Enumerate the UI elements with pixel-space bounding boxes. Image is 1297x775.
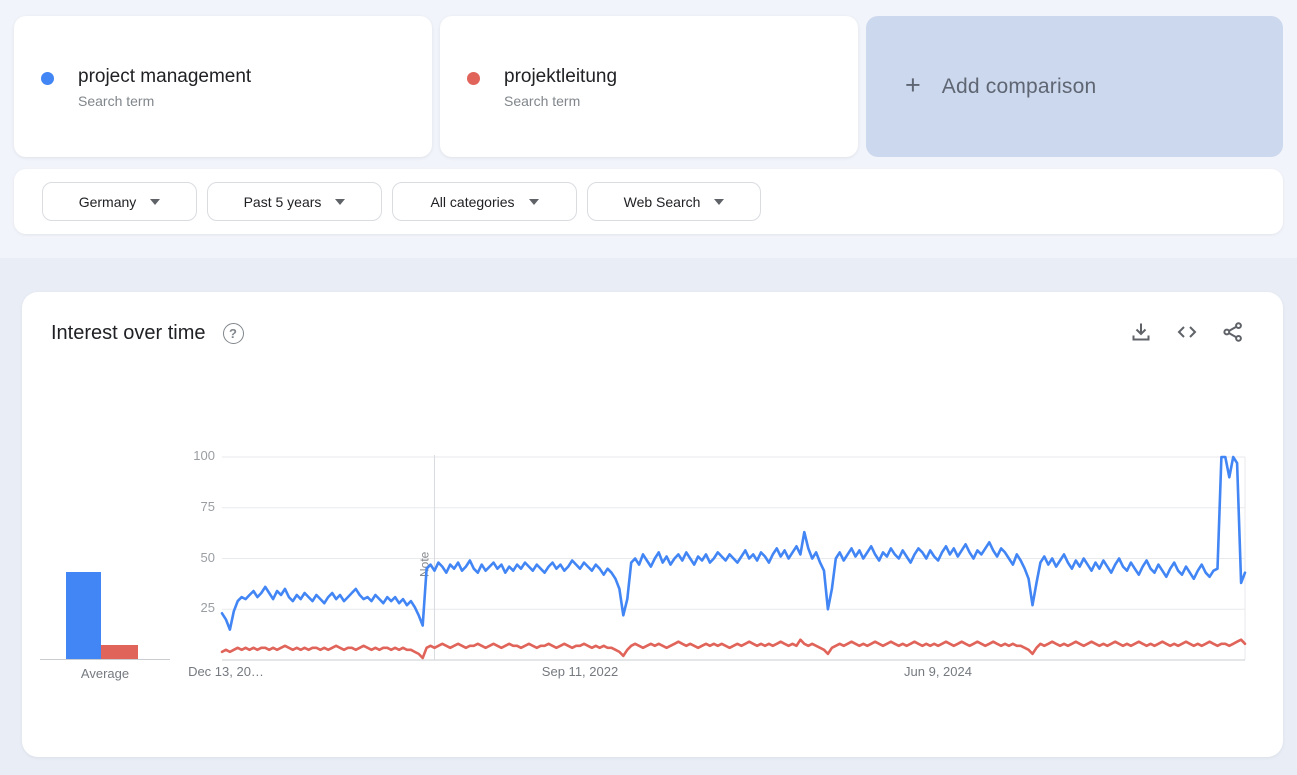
term-title: projektleitung <box>504 65 618 87</box>
term-subtitle: Search term <box>78 92 155 109</box>
y-axis-tick-label: 75 <box>200 498 215 514</box>
filter-category-dropdown[interactable]: All categories <box>392 182 577 221</box>
plus-icon: + <box>905 70 921 100</box>
svg-text:Note: Note <box>417 551 431 577</box>
term-texts: projektleitung Search term <box>504 65 617 109</box>
term-texts: project management Search term <box>78 65 251 109</box>
top-section: project management Search term projektle… <box>0 0 1297 258</box>
card-header: Interest over time ? <box>51 322 244 345</box>
y-axis-tick-label: 100 <box>193 448 215 463</box>
average-bar <box>66 572 101 659</box>
y-axis-tick-label: 25 <box>200 600 215 616</box>
term-title: project management <box>78 65 252 87</box>
term-card-project-management[interactable]: project management Search term <box>14 16 432 157</box>
filter-region-dropdown[interactable]: Germany <box>42 182 197 221</box>
chevron-down-icon <box>528 198 539 205</box>
chevron-down-icon <box>150 198 161 205</box>
term-card-projektleitung[interactable]: projektleitung Search term <box>440 16 858 157</box>
average-axis-label: Average <box>80 666 130 681</box>
filter-category-label: All categories <box>430 193 515 210</box>
card-title: Interest over time <box>51 322 206 344</box>
term-color-dot <box>467 72 480 85</box>
average-chart <box>40 442 170 660</box>
filter-timerange-label: Past 5 years <box>243 193 322 210</box>
download-icon[interactable] <box>1129 320 1153 344</box>
y-axis-tick-label: 50 <box>200 549 215 565</box>
x-axis-tick-label: Dec 13, 20… <box>188 664 264 679</box>
filter-timerange-dropdown[interactable]: Past 5 years <box>207 182 382 221</box>
add-comparison-label: Add comparison <box>941 74 1097 98</box>
chevron-down-icon <box>335 198 346 205</box>
interest-over-time-card: Interest over time ? <box>22 292 1283 757</box>
add-comparison-button[interactable]: + Add comparison <box>866 16 1283 157</box>
share-icon[interactable] <box>1221 320 1245 344</box>
search-term-row: project management Search term projektle… <box>14 16 1283 157</box>
trend-line-svg[interactable]: Note <box>220 442 1247 662</box>
help-icon[interactable]: ? <box>222 323 244 344</box>
term-subtitle: Search term <box>504 92 581 109</box>
chart-toolbar <box>1129 320 1245 344</box>
filter-region-label: Germany <box>78 193 137 210</box>
x-axis-tick-label: Sep 11, 2022 <box>541 664 619 679</box>
chevron-down-icon <box>714 198 725 205</box>
x-axis-tick-label: Jun 9, 2024 <box>904 664 972 679</box>
x-axis-labels: Dec 13, 20… Sep 11, 2022 Jun 9, 2024 <box>188 664 1245 684</box>
y-axis-labels: 100 75 50 25 <box>172 292 215 757</box>
filter-searchtype-label: Web Search <box>623 193 701 210</box>
filter-bar: Germany Past 5 years All categories Web … <box>14 169 1283 234</box>
term-color-dot <box>41 72 54 85</box>
embed-icon[interactable] <box>1175 320 1199 344</box>
average-bar <box>101 645 138 659</box>
filter-searchtype-dropdown[interactable]: Web Search <box>587 182 761 221</box>
